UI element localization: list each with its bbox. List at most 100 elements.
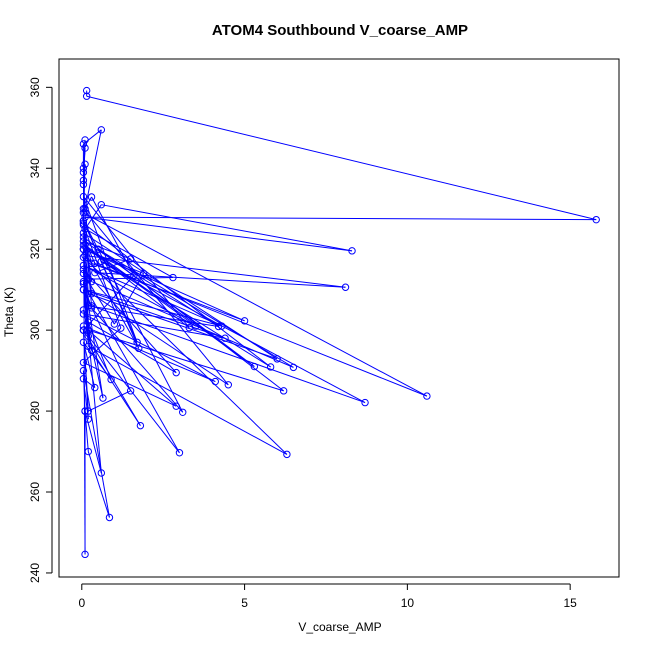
series-segment: [86, 95, 597, 221]
data-point: [107, 375, 115, 384]
data-point: [79, 265, 88, 274]
series-segment: [84, 129, 102, 209]
series-segment: [82, 370, 110, 518]
data-point: [87, 259, 96, 268]
data-point: [224, 381, 233, 389]
series-segment: [83, 196, 190, 329]
data-point: [423, 392, 431, 400]
series-segment: [83, 362, 177, 407]
series-segment: [91, 305, 366, 404]
data-point: [79, 285, 88, 294]
data-point: [87, 346, 96, 355]
x-tick-label: 15: [563, 596, 577, 610]
series-segment: [82, 378, 89, 420]
series-segment: [91, 196, 135, 276]
data-point: [348, 247, 356, 255]
data-point: [79, 375, 88, 383]
data-point: [139, 269, 148, 278]
data-point: [84, 290, 93, 298]
data-point: [240, 317, 249, 325]
data-point: [97, 257, 106, 266]
y-tick-label: 240: [28, 563, 42, 583]
chart-title: ATOM4 Southbound V_coarse_AMP: [212, 22, 468, 39]
x-tick-label: 0: [78, 596, 85, 610]
series-segment: [83, 289, 226, 339]
data-point: [79, 253, 88, 261]
data-point: [192, 322, 200, 330]
plot-frame: [58, 58, 620, 578]
data-point: [79, 277, 88, 286]
data-point: [81, 136, 89, 144]
data-point: [91, 383, 99, 392]
data-point: [289, 363, 298, 372]
data-point: [79, 358, 88, 367]
series-segment: [91, 350, 141, 426]
data-point: [250, 362, 259, 371]
y-tick-label: 280: [28, 401, 42, 421]
data-point: [130, 271, 138, 280]
data-point: [592, 215, 600, 224]
series-segment: [94, 262, 428, 397]
data-point: [79, 326, 88, 334]
series-segment: [83, 129, 102, 145]
data-point: [105, 513, 114, 522]
data-point: [79, 261, 88, 270]
data-point: [79, 322, 88, 330]
data-point: [266, 363, 275, 371]
series-segment: [83, 244, 190, 329]
data-point: [283, 450, 291, 459]
data-point: [81, 550, 89, 559]
data-point: [172, 368, 180, 377]
data-point: [97, 200, 106, 209]
data-point: [97, 126, 106, 134]
y-tick-label: 340: [28, 158, 42, 178]
x-axis-label: V_coarse_AMP: [298, 620, 381, 634]
series-segment: [101, 204, 353, 252]
data-point: [82, 92, 91, 100]
series-segment: [82, 329, 141, 426]
data-point: [273, 355, 281, 363]
data-point: [79, 310, 88, 318]
data-point: [79, 217, 88, 225]
data-point: [136, 421, 145, 430]
data-point: [172, 402, 180, 410]
series-segment: [83, 378, 96, 389]
data-point: [81, 144, 89, 152]
data-point: [79, 168, 88, 177]
data-point: [81, 160, 89, 168]
series-segment: [82, 220, 184, 413]
data-point: [84, 447, 93, 456]
series-segment: [84, 204, 102, 230]
data-point: [218, 322, 226, 330]
data-point: [341, 283, 350, 291]
data-point: [79, 241, 88, 249]
series-segment: [83, 325, 216, 382]
x-axis: 0 5 10 15: [78, 583, 577, 610]
data-point: [81, 209, 89, 217]
data-point: [97, 469, 106, 477]
data-point: [91, 259, 99, 268]
x-tick-label: 5: [241, 596, 248, 610]
data-point: [82, 86, 91, 95]
series-segment: [82, 273, 104, 399]
series-points: [79, 86, 600, 559]
y-tick-label: 360: [28, 77, 42, 97]
data-point: [87, 277, 96, 286]
data-point: [79, 192, 88, 201]
series-segment: [113, 273, 145, 325]
data-point: [133, 338, 141, 346]
data-point: [126, 387, 135, 395]
series-segment: [82, 224, 122, 329]
data-point: [221, 334, 229, 342]
series-segment: [83, 313, 216, 382]
data-point: [79, 176, 88, 185]
data-point: [79, 338, 88, 346]
data-point: [175, 449, 184, 457]
data-point: [79, 140, 88, 148]
data-point: [214, 322, 223, 331]
series-segment: [83, 264, 222, 327]
data-point: [91, 268, 99, 277]
data-point: [79, 269, 88, 278]
x-tick-label: 10: [401, 596, 415, 610]
